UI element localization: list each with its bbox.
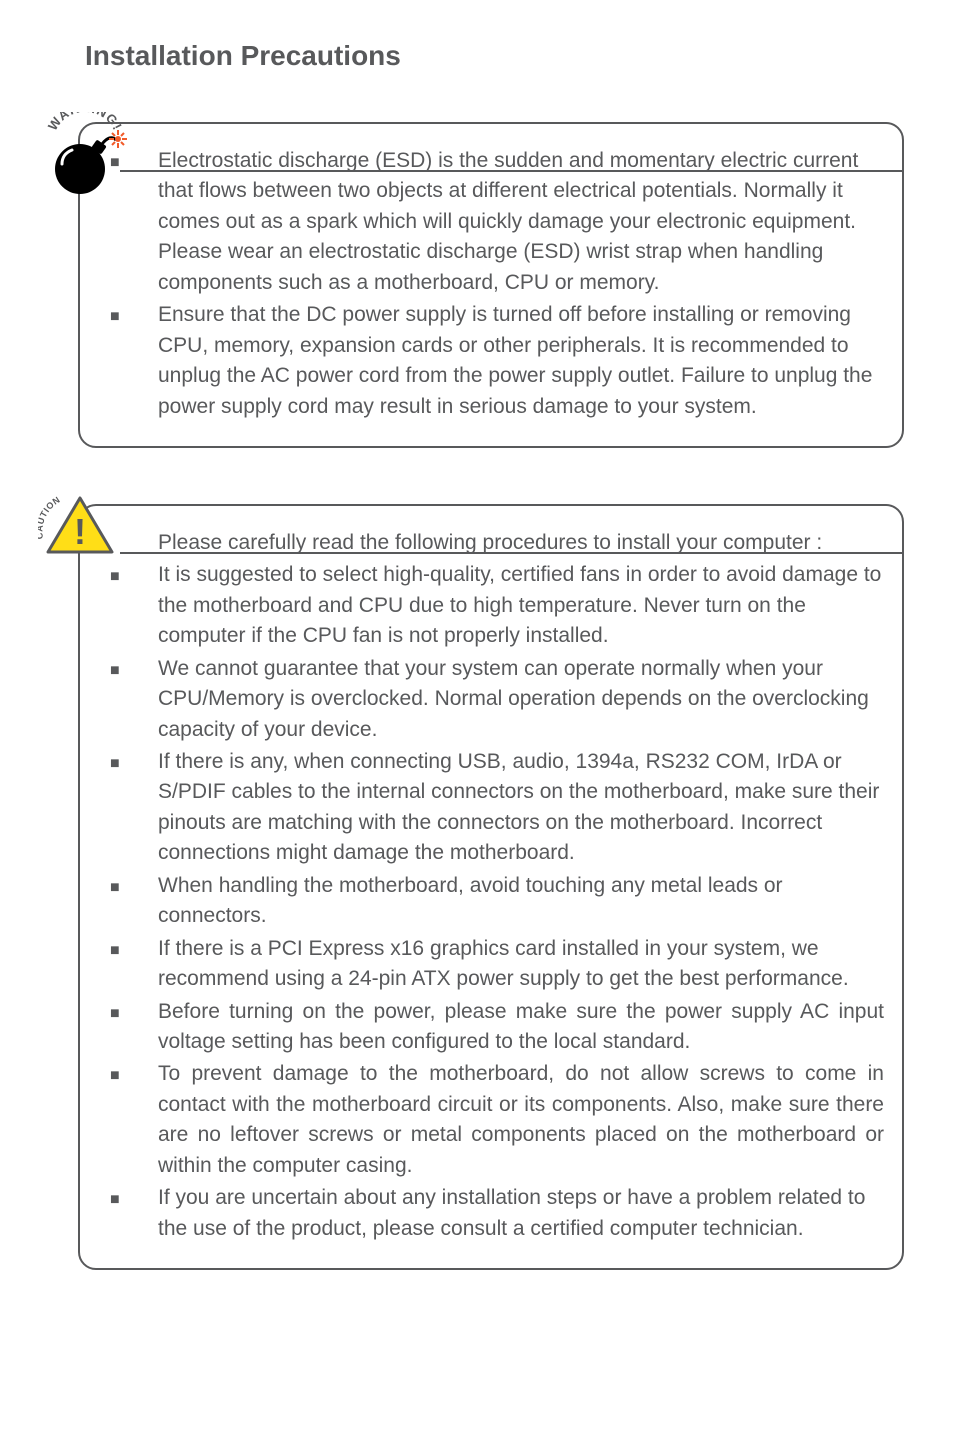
caution-icon: CAUTION ! [38,492,116,569]
warning-section: WARNING! ■ [50,122,904,448]
warning-divider [120,170,904,172]
bullet-icon: ■ [110,654,158,745]
list-item: ■ If you are uncertain about any install… [110,1183,884,1244]
caution-mark: ! [74,511,86,552]
list-item: ■ Electrostatic discharge (ESD) is the s… [110,146,884,298]
list-item: ■ If there is any, when connecting USB, … [110,747,884,869]
bullet-icon: ■ [110,934,158,995]
caution-item-text: Before turning on the power, please make… [158,997,884,1058]
svg-text:WARNING!: WARNING! [45,112,125,133]
bullet-icon: ■ [110,1183,158,1244]
caution-item-text: We cannot guarantee that your system can… [158,654,884,745]
page-title: Installation Precautions [85,40,904,72]
bullet-icon: ■ [110,300,158,422]
caution-item-text: If there is a PCI Express x16 graphics c… [158,934,884,995]
warning-item-text: Ensure that the DC power supply is turne… [158,300,884,422]
list-item: ■ If there is a PCI Express x16 graphics… [110,934,884,995]
list-item: ■ To prevent damage to the motherboard, … [110,1059,884,1181]
caution-item-text: If there is any, when connecting USB, au… [158,747,884,869]
bullet-icon: ■ [110,871,158,932]
bullet-icon: ■ [110,997,158,1058]
caution-item-text: If you are uncertain about any installat… [158,1183,884,1244]
list-item: ■ When handling the motherboard, avoid t… [110,871,884,932]
warning-icon: WARNING! [40,112,130,207]
bullet-icon: ■ [110,747,158,869]
bullet-icon: ■ [110,1059,158,1181]
warning-item-text: Electrostatic discharge (ESD) is the sud… [158,146,884,298]
bullet-icon: ■ [110,560,158,651]
list-item: ■ We cannot guarantee that your system c… [110,654,884,745]
caution-divider [120,552,904,554]
caution-item-text: It is suggested to select high-quality, … [158,560,884,651]
list-item: ■ Before turning on the power, please ma… [110,997,884,1058]
list-item: ■ It is suggested to select high-quality… [110,560,884,651]
caution-section: CAUTION ! Please carefully read the foll… [50,504,904,1270]
warning-label-text: WARNING! [45,112,125,133]
caution-item-text: When handling the motherboard, avoid tou… [158,871,884,932]
caution-item-text: To prevent damage to the motherboard, do… [158,1059,884,1181]
caution-box: Please carefully read the following proc… [78,504,904,1270]
list-item: ■ Ensure that the DC power supply is tur… [110,300,884,422]
